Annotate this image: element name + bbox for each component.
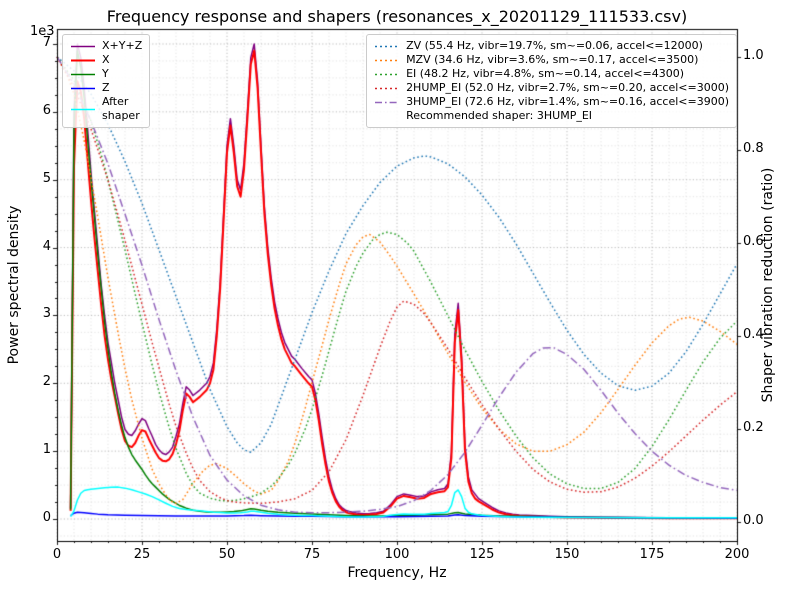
y-left-tick-label: 0 — [42, 510, 51, 525]
3hump-ei-line-sample-icon — [375, 101, 400, 104]
legend-label: X+Y+Z — [102, 39, 143, 52]
legend-item-x-y-z: X+Y+Z — [70, 39, 142, 53]
legend-label: Recommended shaper: 3HUMP_EI — [406, 109, 593, 123]
mzv-line-sample-icon — [375, 59, 400, 61]
legend-label: Z — [102, 81, 110, 95]
x-tick-label: 25 — [133, 547, 151, 562]
legend-item-x: X — [70, 53, 142, 67]
ei-line-sample-icon — [375, 73, 400, 75]
y-right-tick-label: 0.8 — [743, 140, 764, 156]
legend-item-zv: ZV (55.4 Hz, vibr=19.7%, sm~=0.06, accel… — [374, 39, 729, 53]
x-line-sample-icon — [71, 59, 95, 62]
recommendation-line-sample-icon — [374, 111, 400, 122]
psd-legend: X+Y+Z X Y Z After shaper — [62, 34, 151, 129]
after-shaper-line-sample-icon — [71, 108, 95, 111]
legend-label: ZV (55.4 Hz, vibr=19.7%, sm~=0.06, accel… — [406, 39, 703, 52]
legend-label: MZV (34.6 Hz, vibr=3.6%, sm~=0.17, accel… — [406, 53, 699, 67]
y-right-tick-label: 0.6 — [743, 233, 764, 249]
chart-title: Frequency response and shapers (resonanc… — [106, 7, 688, 26]
x-tick-label: 150 — [554, 547, 580, 562]
x-tick-label: 50 — [218, 547, 236, 562]
x-tick-label: 100 — [384, 547, 410, 562]
y-left-tick-label: 4 — [42, 238, 51, 254]
legend-label: Y — [102, 67, 109, 81]
legend-item-2hump-ei: 2HUMP_EI (52.0 Hz, vibr=2.7%, sm~=0.20, … — [374, 81, 729, 95]
legend-label: X — [102, 53, 110, 67]
legend-item-recommendation: Recommended shaper: 3HUMP_EI — [374, 109, 729, 123]
legend-item-ei: EI (48.2 Hz, vibr=4.8%, sm~=0.14, accel<… — [374, 67, 729, 81]
legend-label: 2HUMP_EI (52.0 Hz, vibr=2.7%, sm~=0.20, … — [406, 81, 729, 95]
2hump-ei-line-sample-icon — [375, 87, 400, 90]
legend-item-mzv: MZV (34.6 Hz, vibr=3.6%, sm~=0.17, accel… — [374, 53, 729, 67]
y-axis-title-right: Shaper vibration reduction (ratio) — [760, 167, 776, 403]
y-right-tick-label: 0.2 — [743, 419, 764, 435]
legend-item-z: Z — [70, 81, 142, 95]
y-right-tick-label: 0.4 — [743, 326, 764, 342]
shaper-legend: ZV (55.4 Hz, vibr=19.7%, sm~=0.06, accel… — [366, 34, 737, 129]
z-line-sample-icon — [71, 87, 95, 90]
x-y-z-line-sample-icon — [71, 45, 95, 47]
y-right-tick-label: 1.0 — [743, 47, 764, 63]
y-line-sample-icon — [71, 73, 95, 75]
y-left-tick-label: 3 — [42, 306, 51, 322]
y-right-tick-label: 0.0 — [743, 512, 764, 528]
x-tick-label: 125 — [469, 547, 495, 562]
x-tick-label: 0 — [52, 547, 62, 562]
x-tick-label: 75 — [303, 547, 321, 562]
legend-item-3hump-ei: 3HUMP_EI (72.6 Hz, vibr=1.4%, sm~=0.16, … — [374, 95, 729, 109]
x-tick-label: 175 — [639, 547, 665, 562]
legend-label: After shaper — [102, 95, 140, 123]
x-tick-label: 200 — [724, 547, 750, 562]
y-left-tick-label: 5 — [42, 170, 51, 186]
y-left-tick-label: 7 — [42, 34, 51, 50]
legend-item-y: Y — [70, 67, 142, 81]
zv-line-sample-icon — [375, 45, 400, 47]
y-axis-offset-multiplier: 1e3 — [30, 24, 55, 39]
x-axis-title: Frequency, Hz — [347, 565, 447, 581]
legend-label: EI (48.2 Hz, vibr=4.8%, sm~=0.14, accel<… — [406, 67, 685, 81]
y-left-tick-label: 2 — [42, 374, 51, 390]
legend-item-after-shaper: After shaper — [70, 95, 142, 123]
y-left-tick-label: 1 — [42, 442, 51, 458]
y-left-tick-label: 6 — [42, 102, 51, 118]
legend-label: 3HUMP_EI (72.6 Hz, vibr=1.4%, sm~=0.16, … — [406, 95, 729, 109]
